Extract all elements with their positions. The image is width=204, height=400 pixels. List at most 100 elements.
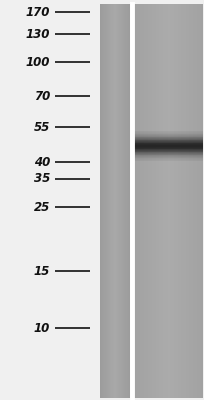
Bar bbox=[134, 144, 203, 145]
Bar bbox=[195, 4, 196, 398]
Bar bbox=[171, 4, 172, 398]
Bar bbox=[172, 4, 173, 398]
Bar bbox=[134, 133, 203, 134]
Bar bbox=[194, 4, 195, 398]
Bar bbox=[122, 4, 123, 398]
Bar bbox=[154, 4, 155, 398]
Bar bbox=[192, 4, 193, 398]
Bar bbox=[153, 4, 154, 398]
Bar bbox=[110, 4, 111, 398]
Bar bbox=[147, 4, 148, 398]
Bar bbox=[146, 4, 147, 398]
Bar bbox=[142, 4, 143, 398]
Bar bbox=[121, 4, 122, 398]
Bar bbox=[115, 4, 116, 398]
Bar bbox=[100, 4, 101, 398]
Bar bbox=[123, 4, 124, 398]
Bar bbox=[145, 4, 146, 398]
Text: 15: 15 bbox=[34, 265, 50, 278]
Bar bbox=[188, 4, 189, 398]
Bar bbox=[167, 4, 168, 398]
Bar bbox=[134, 143, 203, 144]
Bar bbox=[182, 4, 183, 398]
Bar bbox=[186, 4, 187, 398]
Bar bbox=[160, 4, 161, 398]
Text: 55: 55 bbox=[34, 121, 50, 134]
Text: 40: 40 bbox=[34, 156, 50, 168]
Bar bbox=[141, 4, 142, 398]
Bar bbox=[134, 156, 203, 157]
Bar bbox=[134, 4, 135, 398]
Bar bbox=[168, 4, 169, 398]
Bar bbox=[163, 4, 164, 398]
Bar bbox=[129, 4, 130, 398]
Text: 25: 25 bbox=[34, 201, 50, 214]
Bar bbox=[193, 4, 194, 398]
Bar bbox=[156, 4, 157, 398]
Bar bbox=[134, 136, 203, 137]
Bar bbox=[111, 4, 112, 398]
Bar bbox=[112, 4, 113, 398]
Bar bbox=[148, 4, 149, 398]
Bar bbox=[134, 158, 203, 159]
Text: 70: 70 bbox=[34, 90, 50, 102]
Bar bbox=[173, 4, 174, 398]
Bar bbox=[124, 4, 125, 398]
Text: 10: 10 bbox=[34, 322, 50, 334]
Bar bbox=[134, 149, 203, 150]
Bar bbox=[143, 4, 144, 398]
Bar bbox=[125, 4, 126, 398]
Bar bbox=[105, 4, 106, 398]
Bar bbox=[127, 4, 128, 398]
Text: 170: 170 bbox=[26, 6, 50, 18]
Bar bbox=[109, 4, 110, 398]
Bar bbox=[175, 4, 176, 398]
Bar bbox=[134, 142, 203, 143]
Bar bbox=[202, 4, 203, 398]
Bar bbox=[135, 4, 136, 398]
Bar bbox=[113, 4, 114, 398]
Bar bbox=[134, 150, 203, 151]
Bar bbox=[174, 4, 175, 398]
Bar bbox=[139, 4, 140, 398]
Bar bbox=[134, 137, 203, 138]
Bar bbox=[152, 4, 153, 398]
Bar bbox=[134, 135, 203, 136]
Bar bbox=[134, 160, 203, 161]
Bar bbox=[134, 139, 203, 140]
Bar bbox=[181, 4, 182, 398]
Bar bbox=[187, 4, 188, 398]
Text: 35: 35 bbox=[34, 172, 50, 185]
Text: 130: 130 bbox=[26, 28, 50, 40]
Bar bbox=[184, 4, 185, 398]
Bar bbox=[134, 138, 203, 139]
Bar bbox=[134, 140, 203, 141]
Bar bbox=[169, 4, 170, 398]
Bar bbox=[134, 134, 203, 135]
Bar bbox=[196, 4, 197, 398]
Bar bbox=[119, 4, 120, 398]
Bar bbox=[144, 4, 145, 398]
Bar bbox=[134, 159, 203, 160]
Bar bbox=[134, 132, 203, 133]
Bar bbox=[164, 4, 165, 398]
Bar bbox=[151, 4, 152, 398]
Bar bbox=[118, 4, 119, 398]
Bar bbox=[114, 4, 115, 398]
Bar bbox=[134, 147, 203, 148]
Bar bbox=[108, 4, 109, 398]
Bar bbox=[134, 131, 203, 132]
Bar bbox=[134, 151, 203, 152]
Bar bbox=[126, 4, 127, 398]
Bar bbox=[134, 145, 203, 146]
Bar bbox=[190, 4, 191, 398]
Bar bbox=[201, 4, 202, 398]
Bar bbox=[134, 154, 203, 155]
Bar bbox=[134, 153, 203, 154]
Bar bbox=[116, 4, 117, 398]
Bar bbox=[104, 4, 105, 398]
Bar bbox=[134, 157, 203, 158]
Bar bbox=[136, 4, 137, 398]
Bar bbox=[155, 4, 156, 398]
Bar bbox=[102, 4, 103, 398]
